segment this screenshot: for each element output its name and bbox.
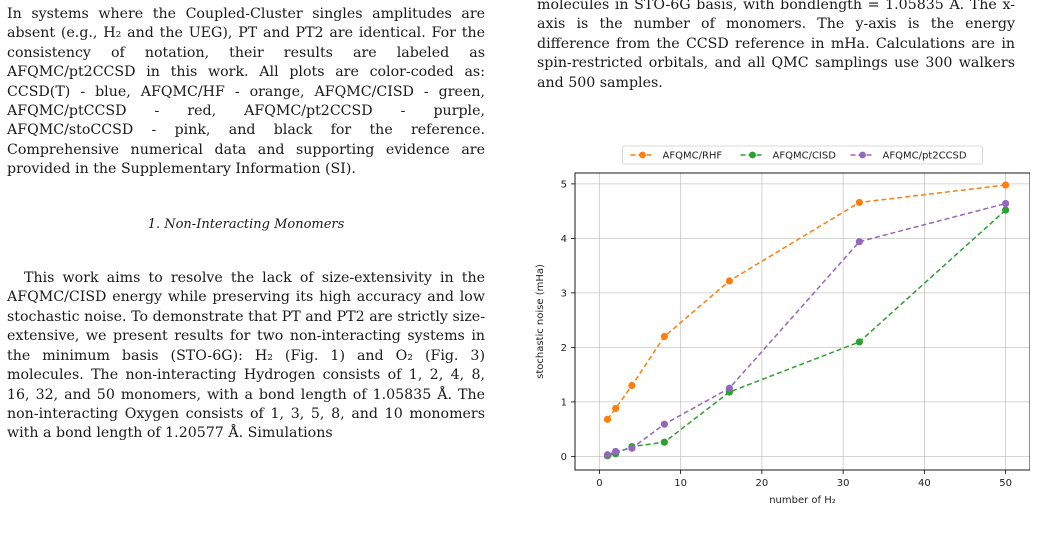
data-point xyxy=(660,332,668,341)
x-tick-label: 20 xyxy=(756,478,769,489)
x-axis-label: number of H₂ xyxy=(769,495,836,506)
data-point xyxy=(612,404,620,413)
data-point xyxy=(612,447,620,456)
data-point xyxy=(603,451,612,459)
data-point xyxy=(725,384,733,392)
intro-paragraph: In systems where the Coupled-Cluster sin… xyxy=(7,6,485,178)
x-tick-label: 30 xyxy=(837,478,850,489)
y-tick-label: 1 xyxy=(561,397,567,408)
data-point xyxy=(855,238,863,246)
legend-label: AFQMC/CISD xyxy=(773,151,837,162)
plot-area xyxy=(574,172,1031,471)
y-axis-label: stochastic noise (mHa) xyxy=(535,264,546,379)
legend-label: AFQMC/pt2CCSD xyxy=(883,151,967,162)
data-point xyxy=(1002,206,1010,214)
legend-marker xyxy=(639,151,646,159)
data-point xyxy=(628,381,636,390)
left-column: In systems where the Coupled-Cluster sin… xyxy=(7,5,485,444)
data-point xyxy=(603,415,612,423)
legend-marker xyxy=(859,151,866,159)
section-heading: 1. Non-Interacting Monomers xyxy=(147,216,345,232)
legend-entry: AFQMC/CISD xyxy=(740,151,837,162)
data-point xyxy=(855,338,863,346)
legend-box xyxy=(622,145,983,165)
data-point xyxy=(1002,181,1010,189)
series-line xyxy=(607,209,1007,457)
chart-figure: 0 10 20 30 40 50 0 1 2 3 4 5 number of H₂ stochastic … xyxy=(530,143,1031,543)
line-chart: 0 10 20 30 40 50 0 1 2 3 4 5 number of H₂ stochastic … xyxy=(535,145,1031,506)
data-point xyxy=(628,444,636,452)
legend-marker xyxy=(749,151,756,159)
legend-entry: AFQMC/pt2CCSD xyxy=(850,151,967,162)
y-tick-label: 2 xyxy=(561,343,567,354)
body-paragraph: This work aims to resolve the lack of si… xyxy=(7,270,485,442)
legend-label: AFQMC/RHF xyxy=(663,151,723,162)
legend: AFQMC/RHF AFQMC/CISD AFQMC/pt2CCSD xyxy=(622,145,983,165)
y-tick-label: 0 xyxy=(561,452,567,463)
x-tick-label: 50 xyxy=(999,478,1012,489)
data-point xyxy=(725,277,733,285)
legend-entry: AFQMC/RHF xyxy=(630,151,723,162)
x-tick-label: 40 xyxy=(918,478,931,489)
series-afqmc-rhf xyxy=(603,181,1010,423)
x-tick-label: 0 xyxy=(596,478,602,489)
y-tick-label: 5 xyxy=(561,179,567,190)
series-afqmc-pt2ccsd xyxy=(603,199,1010,459)
x-tick-label: 10 xyxy=(674,478,687,489)
series-line xyxy=(607,202,1006,456)
data-point xyxy=(660,438,668,446)
data-point xyxy=(855,198,863,207)
y-tick-label: 4 xyxy=(561,234,567,245)
data-point xyxy=(1002,199,1010,208)
y-tick-label: 3 xyxy=(561,288,567,299)
data-point xyxy=(660,420,668,428)
right-column: molecules in STO-6G basis, with bondleng… xyxy=(537,0,1015,93)
figure-caption: molecules in STO-6G basis, with bondleng… xyxy=(537,0,1015,91)
series-line xyxy=(606,184,1006,420)
